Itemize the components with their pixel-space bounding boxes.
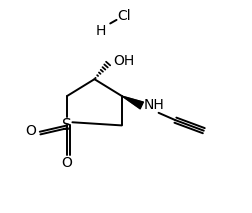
Text: Cl: Cl [118,9,131,23]
Text: O: O [62,156,73,170]
Text: OH: OH [113,54,135,68]
Text: H: H [96,24,106,38]
Text: S: S [62,118,72,133]
Text: NH: NH [144,98,165,112]
Text: O: O [25,124,36,138]
